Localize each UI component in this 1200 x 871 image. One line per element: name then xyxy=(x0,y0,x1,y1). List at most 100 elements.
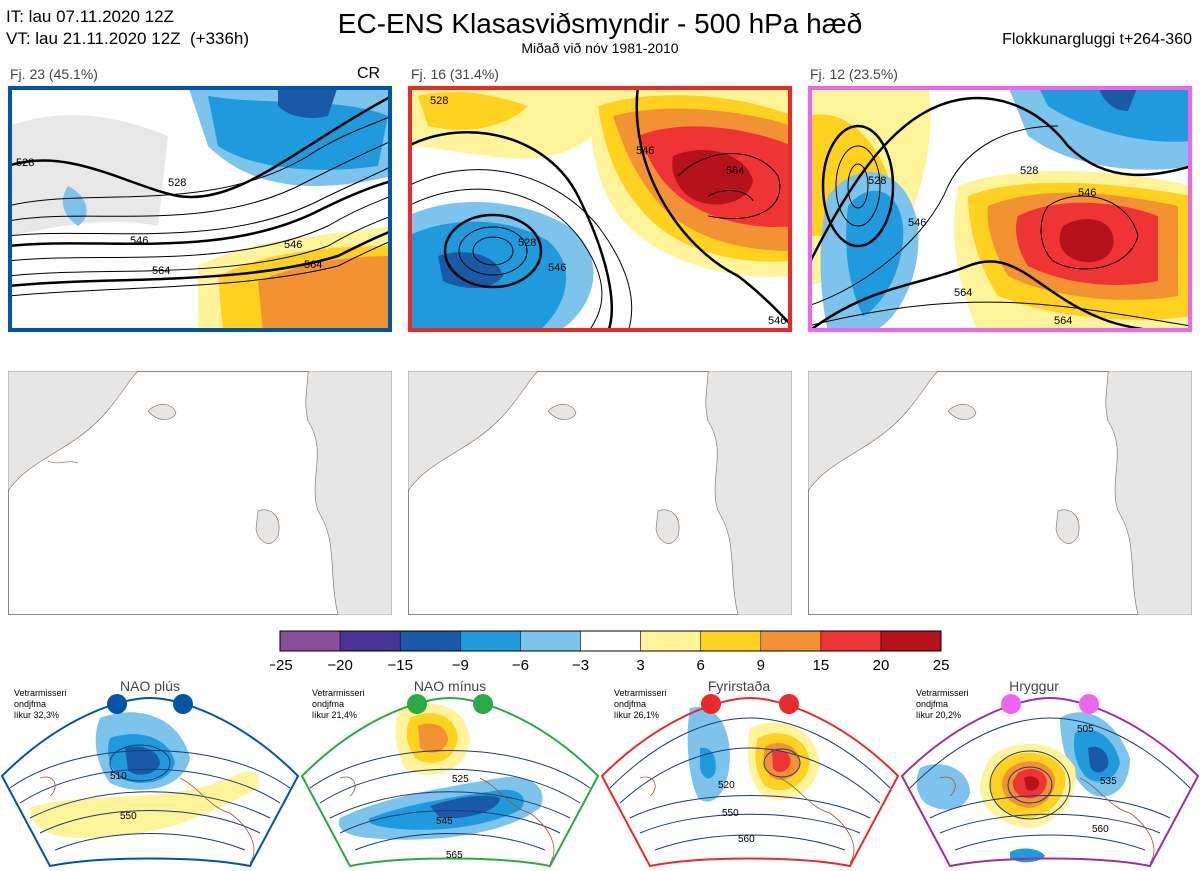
cluster-2-label: Fj. 16 (31.4%) xyxy=(411,66,499,82)
cluster-map-1: 528 528 546 546 564 564 xyxy=(8,86,392,332)
cluster-1-contour-label: 564 xyxy=(304,259,322,271)
regime-2-contour-label: 525 xyxy=(452,774,469,785)
base-map-3 xyxy=(808,371,1192,615)
regime-1-desc: líkur 32,3% xyxy=(14,710,59,720)
cluster-2-contour-label: 564 xyxy=(726,165,744,177)
regime-marker xyxy=(779,694,799,714)
cluster-2-contour-label: 546 xyxy=(548,262,566,274)
vt-line: VT: lau 21.11.2020 12Z (+336h) xyxy=(6,29,250,48)
legend-tick-label: 15 xyxy=(813,657,830,674)
legend-tick-label: −6 xyxy=(512,657,529,674)
regime-4-name: Hryggur xyxy=(1009,678,1059,694)
legend-tick-label: 9 xyxy=(757,657,765,674)
cluster-3-frame xyxy=(808,86,1192,332)
legend-swatch xyxy=(640,630,701,652)
regime-3-name: Fyrirstaða xyxy=(708,678,770,694)
cluster-2-frame xyxy=(408,86,792,332)
cluster-2-contour-label: 528 xyxy=(430,95,448,107)
cluster-1-contour-label: 564 xyxy=(152,265,170,277)
it-line: IT: lau 07.11.2020 12Z xyxy=(6,7,174,26)
regime-3-contour-label: 520 xyxy=(718,780,735,791)
regime-1-desc: ondjfma xyxy=(14,699,46,709)
legend-swatch xyxy=(399,630,461,652)
legend-swatch xyxy=(339,630,401,652)
regime-marker xyxy=(473,694,493,714)
page-title: EC-ENS Klasasviðsmyndir - 500 hPa hæð xyxy=(337,8,863,39)
regime-4-desc: líkur 20,2% xyxy=(916,710,961,720)
cluster-map-3: 528 528 546 546 564 564 xyxy=(808,86,1192,332)
legend-tick-label: −15 xyxy=(387,657,412,674)
cluster-1-frame xyxy=(8,86,392,332)
regime-1-contour-label: 550 xyxy=(120,811,137,822)
regime-2-desc: ondjfma xyxy=(312,699,344,709)
regime-3-desc: Vetrarmisseri xyxy=(614,688,667,698)
cluster-map-2: 528 528 546 546 564 546 xyxy=(408,86,792,332)
legend-tick-label: −20 xyxy=(327,657,352,674)
base-map-1 xyxy=(8,371,392,615)
regime-1-desc: Vetrarmisseri xyxy=(14,688,67,698)
regime-marker xyxy=(1001,694,1021,714)
regime-3-contour-label: 560 xyxy=(738,834,755,845)
regime-4-contour-label: 560 xyxy=(1092,824,1109,835)
header-times: IT: lau 07.11.2020 12Z VT: lau 21.11.202… xyxy=(6,6,249,50)
regime-3-desc: líkur 26,1% xyxy=(614,710,659,720)
legend-tick-label: −3 xyxy=(572,657,589,674)
regime-frame xyxy=(900,696,1200,868)
regime-map-ridge: Hryggur Vetrarmisseri ondjfma líkur 20,2… xyxy=(900,678,1200,868)
cluster-1-contour-label: 546 xyxy=(130,235,148,247)
cluster-3-contour-label: 564 xyxy=(954,287,972,299)
legend-swatch xyxy=(580,630,641,652)
regime-4-contour-label: 505 xyxy=(1077,724,1094,735)
base-map-2 xyxy=(408,371,792,615)
regime-frame xyxy=(0,696,300,868)
regime-3-contour-label: 550 xyxy=(722,808,739,819)
cluster-3-contour-label: 546 xyxy=(908,217,926,229)
regime-frame xyxy=(300,696,600,868)
regime-map-nao-plus: NAO plús Vetrarmisseri ondjfma líkur 32,… xyxy=(0,678,300,868)
legend-tick-label: 6 xyxy=(697,657,705,674)
regime-2-contour-label: 565 xyxy=(446,850,463,861)
legend-swatch xyxy=(279,630,341,652)
cluster-1-label: Fj. 23 (45.1%) xyxy=(10,66,98,82)
legend-swatch xyxy=(880,630,942,652)
cluster-1-tag: CR xyxy=(357,65,381,82)
regime-map-blocking: Fyrirstaða Vetrarmisseri ondjfma líkur 2… xyxy=(600,678,900,868)
cluster-3-label: Fj. 12 (23.5%) xyxy=(810,66,898,82)
cluster-1-contour-label: 546 xyxy=(284,239,302,251)
legend-tick-label: 20 xyxy=(873,657,890,674)
cluster-3-contour-label: 528 xyxy=(1020,165,1038,177)
legend-swatch xyxy=(460,630,521,652)
regime-4-desc: Vetrarmisseri xyxy=(916,688,969,698)
cluster-3-contour-label: 564 xyxy=(1054,315,1072,327)
legend-swatch xyxy=(760,630,822,652)
regime-2-desc: líkur 21,4% xyxy=(312,710,357,720)
regime-1-contour-label: 510 xyxy=(110,771,127,782)
regime-3-desc: ondjfma xyxy=(614,699,646,709)
regime-map-nao-minus: NAO mínus Vetrarmisseri ondjfma líkur 21… xyxy=(300,678,600,868)
regime-1-name: NAO plús xyxy=(120,678,180,694)
regime-marker xyxy=(173,694,193,714)
legend-tick-label: 25 xyxy=(933,657,950,674)
regime-marker xyxy=(1079,694,1099,714)
page-subtitle: Miðað við nóv 1981-2010 xyxy=(521,40,679,56)
regime-4-contour-label: 535 xyxy=(1100,776,1117,787)
cluster-3-contour-label: 546 xyxy=(1078,187,1096,199)
cluster-2-contour-label: 546 xyxy=(768,315,786,327)
cluster-3-contour-label: 528 xyxy=(868,175,886,187)
regime-4-desc: ondjfma xyxy=(916,699,948,709)
cluster-2-contour-label: 528 xyxy=(518,237,536,249)
cluster-2-contour-label: 546 xyxy=(636,145,654,157)
clustering-window: Flokkunargluggi t+264-360 xyxy=(1002,31,1192,48)
legend-tick-label: −25 xyxy=(270,657,293,674)
color-legend: −25 −20 −15 −9 −6 −3 3 6 9 15 20 25 xyxy=(270,630,950,674)
regime-marker xyxy=(407,694,427,714)
legend-swatch xyxy=(520,630,581,652)
regime-2-contour-label: 545 xyxy=(436,816,453,827)
regime-2-desc: Vetrarmisseri xyxy=(312,688,365,698)
legend-tick-label: −9 xyxy=(452,657,469,674)
legend-swatch xyxy=(820,630,882,652)
legend-swatch xyxy=(700,630,762,652)
regime-2-name: NAO mínus xyxy=(414,678,486,694)
legend-tick-label: 3 xyxy=(636,657,644,674)
regime-marker xyxy=(701,694,721,714)
